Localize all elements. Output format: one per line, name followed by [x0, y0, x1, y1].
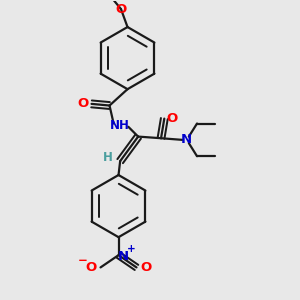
Text: NH: NH	[110, 118, 130, 132]
Text: N: N	[118, 250, 129, 263]
Text: O: O	[167, 112, 178, 125]
Text: N: N	[181, 134, 192, 146]
Text: O: O	[78, 98, 89, 110]
Text: O: O	[85, 261, 96, 274]
Text: −: −	[78, 254, 88, 267]
Text: O: O	[115, 2, 127, 16]
Text: H: H	[103, 152, 113, 164]
Text: +: +	[127, 244, 136, 254]
Text: O: O	[141, 261, 152, 274]
